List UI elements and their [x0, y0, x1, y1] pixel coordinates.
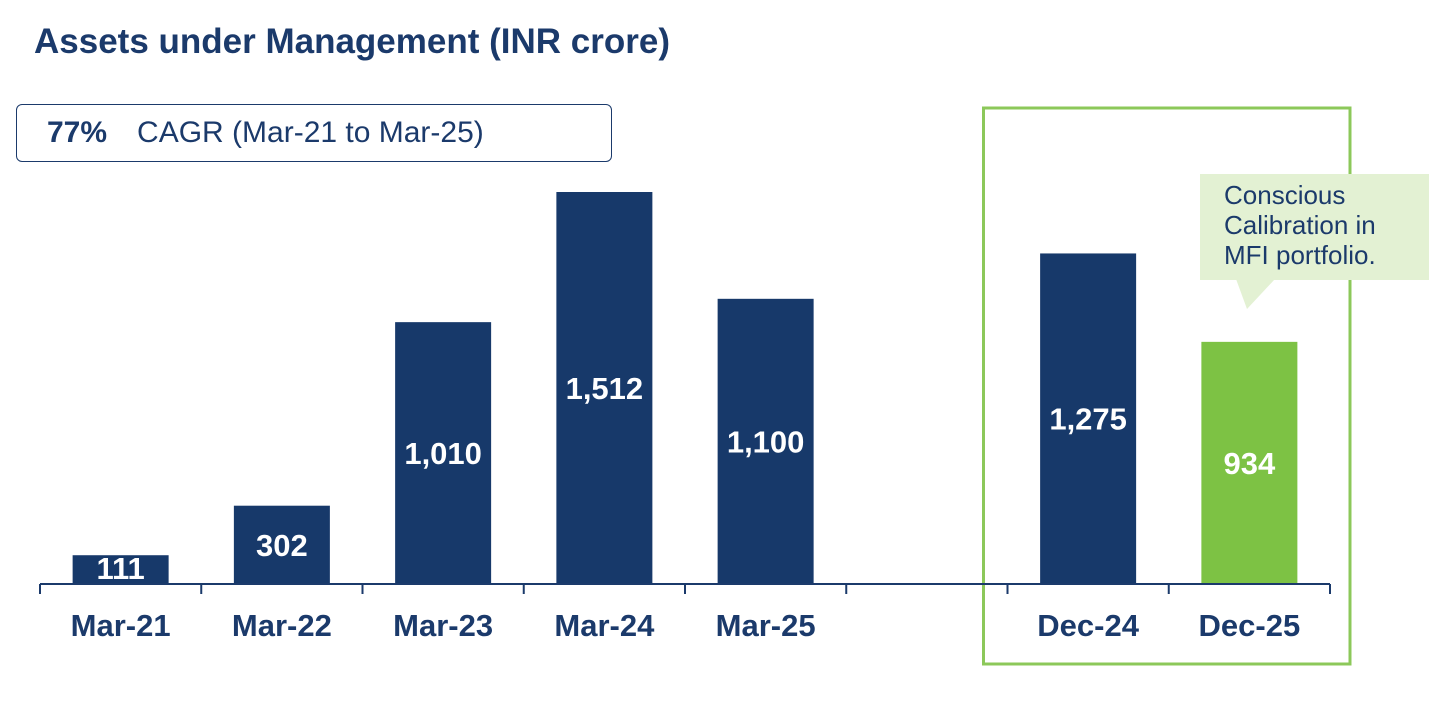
x-tick-label: Dec-25 — [1199, 608, 1301, 643]
data-label: 1,100 — [727, 424, 805, 459]
callout-annotation: Conscious Calibration in MFI portfolio. — [1200, 174, 1429, 280]
callout-tail — [1236, 279, 1275, 309]
data-label: 1,275 — [1049, 402, 1127, 437]
data-label: 111 — [96, 551, 144, 586]
x-tick-label: Dec-24 — [1037, 608, 1139, 643]
callout-line: MFI portfolio. — [1224, 240, 1429, 270]
data-label: 934 — [1224, 446, 1276, 481]
data-label: 302 — [256, 528, 308, 563]
callout-line: Conscious — [1224, 180, 1429, 210]
x-tick-label: Mar-22 — [232, 608, 332, 643]
x-tick-label: Mar-23 — [393, 608, 493, 643]
callout-line: Calibration in — [1224, 210, 1429, 240]
aum-bar-chart: 111 302 1,010 1,512 1,100 1,275 934 Mar-21 Mar-2… — [0, 0, 1456, 714]
x-tick-label: Mar-21 — [71, 608, 171, 643]
data-label: 1,010 — [404, 436, 482, 471]
data-label: 1,512 — [566, 371, 644, 406]
x-tick-label: Mar-25 — [716, 608, 816, 643]
x-tick-label: Mar-24 — [554, 608, 655, 643]
